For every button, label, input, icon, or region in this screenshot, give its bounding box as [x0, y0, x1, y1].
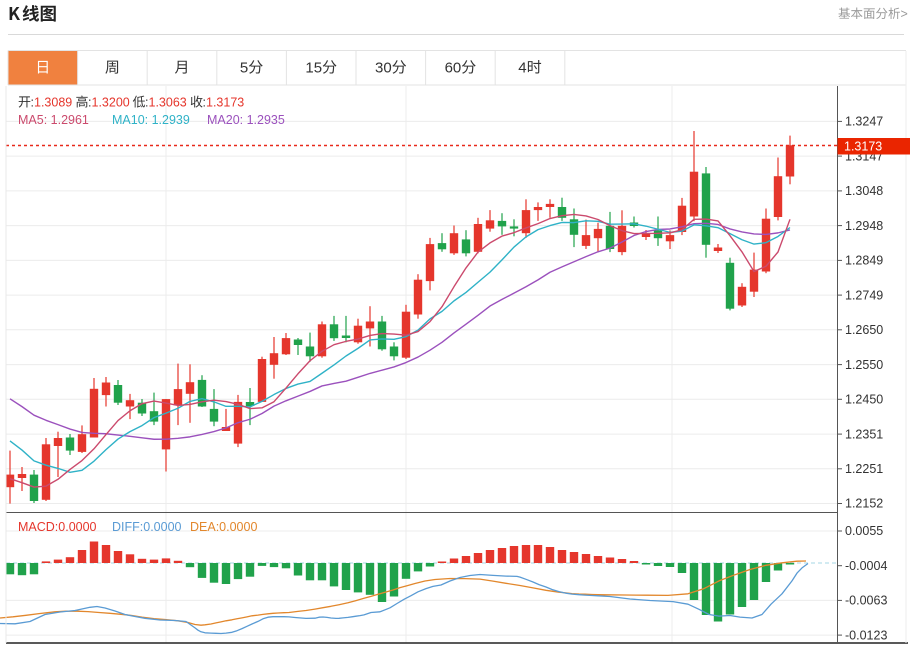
svg-text:1.2251: 1.2251 — [845, 462, 883, 476]
svg-text:MA5: 1.2961: MA5: 1.2961 — [18, 113, 89, 127]
svg-text:1.2450: 1.2450 — [845, 393, 883, 407]
svg-text:1.3173: 1.3173 — [206, 96, 244, 110]
svg-text::: : — [88, 96, 91, 110]
svg-text:5: 5 — [240, 60, 248, 77]
svg-text:DIFF:0.0000: DIFF:0.0000 — [112, 520, 182, 534]
svg-text:1.3173: 1.3173 — [844, 140, 882, 154]
svg-text:MACD:0.0000: MACD:0.0000 — [18, 520, 97, 534]
svg-text:1.3247: 1.3247 — [845, 115, 883, 129]
svg-text:1.2650: 1.2650 — [845, 323, 883, 337]
svg-text:1.2948: 1.2948 — [845, 219, 883, 233]
svg-text:1.2152: 1.2152 — [845, 497, 883, 511]
svg-text:>: > — [901, 7, 908, 21]
svg-text:1.2849: 1.2849 — [845, 254, 883, 268]
svg-text:MA10: 1.2939: MA10: 1.2939 — [112, 113, 190, 127]
svg-text:1.3200: 1.3200 — [92, 96, 130, 110]
svg-text:1.2351: 1.2351 — [845, 427, 883, 441]
svg-text::: : — [145, 96, 148, 110]
svg-text:1.3089: 1.3089 — [34, 96, 72, 110]
svg-text:-0.0063: -0.0063 — [845, 594, 887, 608]
svg-text:1.2550: 1.2550 — [845, 358, 883, 372]
svg-text:1.3048: 1.3048 — [845, 184, 883, 198]
svg-text:15: 15 — [305, 60, 322, 77]
svg-text:30: 30 — [375, 60, 392, 77]
svg-text::: : — [31, 96, 34, 110]
svg-text:-0.0004: -0.0004 — [845, 559, 887, 573]
svg-text:-0.0123: -0.0123 — [845, 628, 887, 642]
svg-text:4: 4 — [518, 60, 526, 77]
svg-text:0.0055: 0.0055 — [845, 524, 883, 538]
svg-text:1.2749: 1.2749 — [845, 288, 883, 302]
svg-text::: : — [203, 96, 206, 110]
svg-text:DEA:0.0000: DEA:0.0000 — [190, 520, 257, 534]
svg-text:1.3063: 1.3063 — [149, 96, 187, 110]
svg-text:MA20: 1.2935: MA20: 1.2935 — [207, 113, 285, 127]
svg-text:60: 60 — [445, 60, 462, 77]
